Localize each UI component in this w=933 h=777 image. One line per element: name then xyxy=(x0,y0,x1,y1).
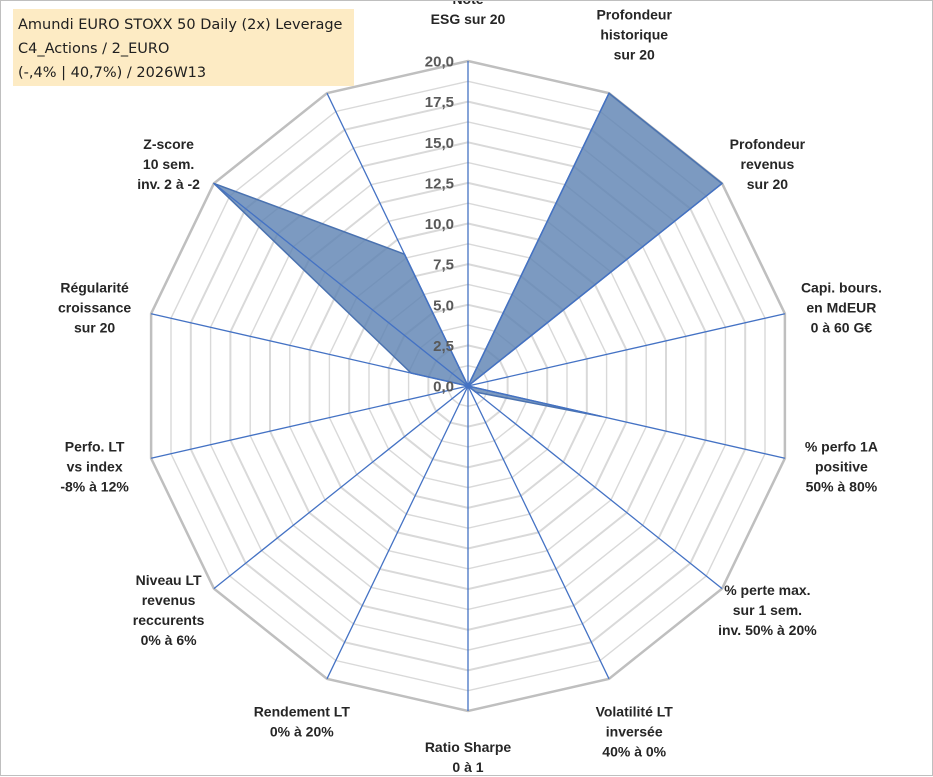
axis-label-line: en MdEUR xyxy=(806,299,876,315)
tick-label: 5,0 xyxy=(433,297,454,314)
axis-label-line: Régularité xyxy=(60,279,129,295)
axis-label-line: 0 à 1 xyxy=(452,759,483,775)
axis-spoke xyxy=(213,182,469,387)
axis-label-line: inversée xyxy=(606,724,663,740)
axis-label-line: croissance xyxy=(58,299,131,315)
axis-label-8: Rendement LT 0% à 20% xyxy=(254,704,351,740)
axis-label-0: Note ESG sur 20 xyxy=(431,1,506,27)
axis-label-6: Volatilité LT inversée 40% à 0% xyxy=(596,704,674,760)
axis-label-9: Niveau LT revenus reccurents 0% à 6% xyxy=(133,572,205,648)
axis-label-line: Profondeur xyxy=(730,136,806,152)
tick-label: 7,5 xyxy=(433,257,454,274)
axis-label-line: sur 20 xyxy=(74,319,115,335)
tick-label: 20,0 xyxy=(425,54,454,71)
axis-label-10: Perfo. LT vs index -8% à 12% xyxy=(60,439,129,495)
axis-label-line: inv. 50% à 20% xyxy=(718,622,817,638)
axis-label-line: 0% à 20% xyxy=(270,724,334,740)
axis-label-line: 40% à 0% xyxy=(602,744,666,760)
fund-name: Amundi EURO STOXX 50 Daily (2x) Leverage xyxy=(18,17,343,33)
axis-label-7: Ratio Sharpe 0 à 1 xyxy=(425,739,512,775)
radar-axis-labels: Note ESG sur 20 Profondeur historique sur 20… xyxy=(58,1,882,775)
axis-spoke xyxy=(467,385,610,680)
axis-label-line: Rendement LT xyxy=(254,704,351,720)
axis-spoke xyxy=(467,92,610,387)
axis-spoke xyxy=(467,182,723,387)
axis-spoke xyxy=(326,92,469,387)
axis-label-3: Capi. bours. en MdEUR 0 à 60 G€ xyxy=(801,279,882,335)
axis-label-line: Ratio Sharpe xyxy=(425,739,512,755)
axis-label-line: 0 à 60 G€ xyxy=(811,319,873,335)
axis-label-line: inv. 2 à -2 xyxy=(137,176,200,192)
radar-spokes xyxy=(150,61,786,711)
axis-label-line: 10 sem. xyxy=(143,156,194,172)
axis-label-line: sur 20 xyxy=(614,47,655,63)
axis-label-5: % perte max. sur 1 sem. inv. 50% à 20% xyxy=(718,582,817,638)
axis-label-line: Volatilité LT xyxy=(596,704,674,720)
radar-tick-labels: 0,0 2,5 5,0 7,5 10,0 12,5 15,0 17,5 20,0 xyxy=(425,54,454,396)
fund-stats: (-,4% | 40,7%) / 2026W13 xyxy=(18,65,207,81)
axis-label-line: % perte max. xyxy=(724,582,810,598)
axis-spoke xyxy=(150,313,469,387)
axis-label-line: sur 1 sem. xyxy=(733,602,802,618)
axis-label-line: % perfo 1A xyxy=(805,439,878,455)
axis-label-line: Profondeur xyxy=(596,7,672,23)
axis-label-4: % perfo 1A positive 50% à 80% xyxy=(805,439,878,495)
axis-label-line: Niveau LT xyxy=(136,572,202,588)
tick-label: 17,5 xyxy=(425,94,454,111)
axis-label-line: Capi. bours. xyxy=(801,279,882,295)
axis-label-11: Régularité croissance sur 20 xyxy=(58,279,131,335)
axis-label-line: Z-score xyxy=(143,136,194,152)
axis-label-line: sur 20 xyxy=(747,176,788,192)
axis-label-2: Profondeur revenus sur 20 xyxy=(730,136,806,192)
axis-label-line: reccurents xyxy=(133,612,205,628)
fund-category: C4_Actions / 2_EURO xyxy=(18,41,170,57)
tick-label: 2,5 xyxy=(433,338,454,355)
axis-label-line: revenus xyxy=(741,156,795,172)
axis-spoke xyxy=(150,385,469,459)
axis-label-line: -8% à 12% xyxy=(60,479,129,495)
axis-label-line: positive xyxy=(815,459,868,475)
axis-spoke xyxy=(467,385,723,590)
axis-label-12: Z-score 10 sem. inv. 2 à -2 xyxy=(137,136,200,192)
axis-label-line: Note xyxy=(452,1,483,7)
axis-label-line: revenus xyxy=(142,592,196,608)
axis-label-line: historique xyxy=(600,27,668,43)
axis-spoke xyxy=(213,385,469,590)
axis-spoke xyxy=(467,313,786,387)
axis-label-line: 0% à 6% xyxy=(141,632,198,648)
tick-label: 0,0 xyxy=(433,379,454,396)
axis-label-line: 50% à 80% xyxy=(806,479,878,495)
axis-label-line: ESG sur 20 xyxy=(431,11,506,27)
tick-label: 15,0 xyxy=(425,135,454,152)
fund-info-box: Amundi EURO STOXX 50 Daily (2x) Leverage… xyxy=(13,9,354,86)
tick-label: 12,5 xyxy=(425,175,454,192)
axis-spoke xyxy=(467,385,786,459)
tick-label: 10,0 xyxy=(425,216,454,233)
axis-label-line: vs index xyxy=(67,459,123,475)
axis-label-1: Profondeur historique sur 20 xyxy=(596,7,672,63)
axis-label-line: Perfo. LT xyxy=(65,439,125,455)
axis-spoke xyxy=(326,385,469,680)
